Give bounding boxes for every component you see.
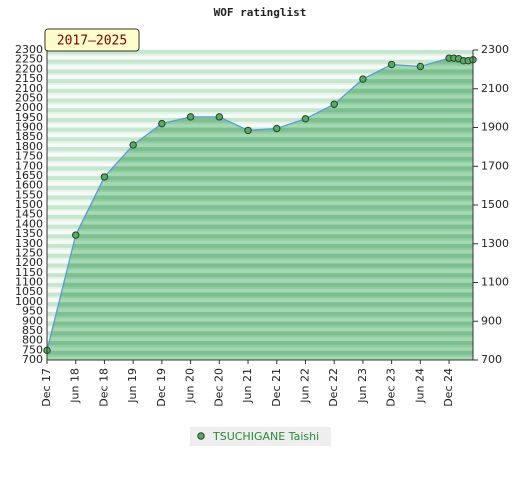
y2-tick-label: 900 [481, 314, 502, 327]
y-tick-label: 1600 [15, 179, 43, 192]
y-tick-label: 2100 [15, 82, 43, 95]
y-tick-label: 850 [22, 324, 43, 337]
plot [43, 54, 477, 360]
y-tick-label: 950 [22, 305, 43, 318]
y-tick-label: 700 [22, 353, 43, 366]
x-tick-label: Dec 24 [442, 368, 455, 407]
y-tick-label: 1800 [15, 140, 43, 153]
y-tick-label: 1500 [15, 198, 43, 211]
x-tick-label: Dec 17 [40, 368, 53, 407]
y-tick-label: 1550 [15, 188, 43, 201]
legend-box [190, 427, 331, 446]
point [72, 231, 80, 239]
y-tick-label: 1350 [15, 227, 43, 240]
point [186, 113, 195, 121]
x-tick-label: Dec 23 [385, 368, 398, 407]
y2-tick-label: 700 [481, 353, 502, 366]
point [330, 100, 338, 108]
y-tick-label: 1400 [15, 217, 43, 230]
point [158, 119, 166, 128]
y-tick-label: 2300 [15, 43, 43, 56]
x-tick-label: Jun 23 [356, 368, 369, 404]
y2-tick-label: 1700 [481, 159, 509, 172]
y-tick-label: 2200 [15, 62, 43, 75]
y-tick-label: 900 [22, 314, 43, 327]
x-tick-label: Jun 20 [184, 368, 197, 404]
x-tick-label: Jun 21 [241, 368, 254, 404]
badge-box [44, 28, 140, 52]
y-tick-label: 2150 [15, 72, 43, 85]
y-tick-label: 2000 [15, 101, 43, 114]
point [129, 141, 137, 149]
y-tick-label: 1450 [15, 208, 43, 221]
point [100, 173, 109, 181]
legend-label: TSUCHIGANE Taishi [212, 430, 319, 443]
y-tick-label: 2050 [15, 91, 43, 104]
area [47, 58, 473, 360]
point [273, 124, 281, 133]
y-tick-label: 1750 [15, 150, 43, 163]
point [416, 62, 425, 71]
y2-tick-label: 2100 [481, 82, 509, 95]
x-tick-label: Jun 19 [126, 368, 139, 404]
legend-marker [197, 432, 205, 440]
x-tick-label: Jun 18 [69, 368, 82, 404]
y-tick-label: 1950 [15, 111, 43, 124]
y2-tick-label: 1900 [481, 121, 509, 134]
y-tick-label: 1150 [15, 266, 43, 279]
y-tick-label: 1250 [15, 246, 43, 259]
x-tick-label: Dec 19 [155, 368, 168, 407]
y-tick-label: 1050 [15, 285, 43, 298]
point [359, 75, 367, 83]
y-tick-label: 1850 [15, 130, 43, 143]
x-tick-label: Dec 20 [212, 368, 225, 407]
x-tick-label: Dec 21 [270, 368, 283, 407]
y-tick-label: 1300 [15, 237, 43, 250]
y-tick-label: 1000 [15, 295, 43, 308]
y-tick-label: 2250 [15, 53, 43, 66]
chart-title: WOF ratinglist [214, 6, 307, 19]
x-tick-label: Dec 18 [97, 368, 110, 407]
badge: 2017–2025 [57, 34, 127, 49]
y-tick-label: 1700 [15, 159, 43, 172]
y-tick-label: 1900 [15, 121, 43, 134]
point [244, 126, 252, 135]
y-tick-label: 800 [22, 334, 43, 347]
y2-tick-label: 1300 [481, 237, 509, 250]
y-tick-label: 1100 [15, 276, 43, 289]
x-tick-label: Dec 22 [327, 368, 340, 407]
y2-tick-label: 1100 [481, 276, 509, 289]
y-tick-label: 1200 [15, 256, 43, 269]
point [215, 113, 224, 121]
y-tick-label: 750 [22, 343, 43, 356]
y2-tick-label: 2300 [481, 43, 509, 56]
x-tick-label: Jun 22 [298, 368, 311, 404]
point [387, 60, 396, 69]
y-tick-label: 1650 [15, 169, 43, 182]
x-tick-label: Jun 24 [413, 368, 426, 404]
y2-tick-label: 1500 [481, 198, 509, 211]
point [301, 115, 310, 123]
